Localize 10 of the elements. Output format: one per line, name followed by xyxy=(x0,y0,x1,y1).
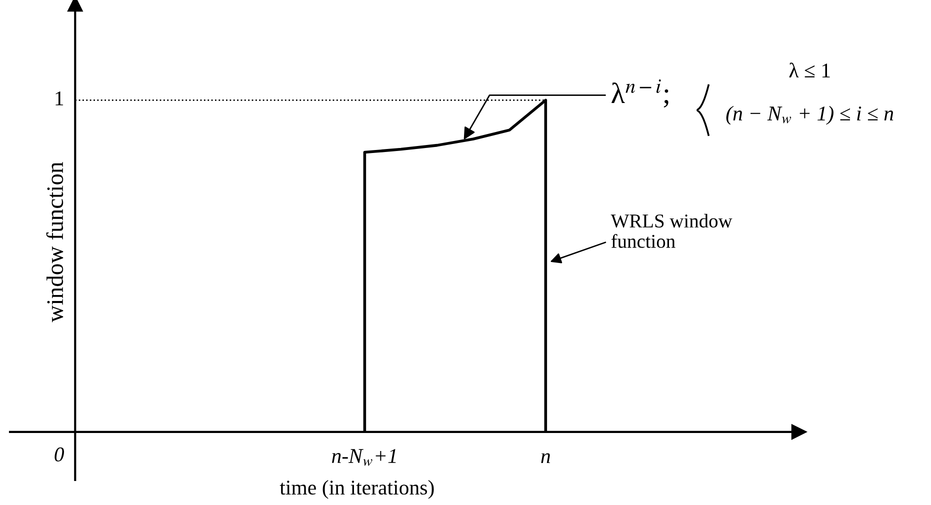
text: 0 xyxy=(54,447,64,462)
x-axis-title: time (in iterations) xyxy=(280,480,434,499)
x-tick-label: n xyxy=(541,453,550,464)
x-tick-label: n-N$_{w}$+1 xyxy=(332,449,396,466)
text: WRLS window function xyxy=(610,214,732,248)
text: λ ≤ 1 xyxy=(789,62,830,78)
text: λ$^{n−i}$; xyxy=(612,79,668,108)
text: (n − N$_{w}$ + 1) ≤ i ≤ n xyxy=(726,106,894,125)
text: window function xyxy=(46,162,64,322)
ref-line-label: 1 xyxy=(56,91,64,106)
